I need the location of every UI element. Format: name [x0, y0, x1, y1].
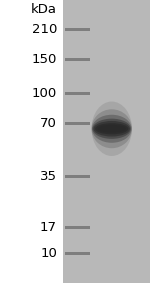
Bar	[63, 0, 150, 283]
Text: 150: 150	[32, 53, 57, 66]
Bar	[64, 28, 90, 31]
Text: 17: 17	[40, 221, 57, 234]
Bar	[64, 122, 90, 125]
Bar	[64, 92, 90, 95]
Bar	[64, 58, 90, 61]
Ellipse shape	[92, 109, 132, 148]
Ellipse shape	[101, 127, 123, 131]
Ellipse shape	[92, 115, 132, 143]
Text: 100: 100	[32, 87, 57, 100]
Text: kDa: kDa	[31, 3, 57, 16]
Ellipse shape	[95, 123, 128, 134]
Text: 210: 210	[32, 23, 57, 36]
Text: 10: 10	[40, 247, 57, 260]
Bar	[64, 252, 90, 255]
Ellipse shape	[98, 125, 126, 133]
Ellipse shape	[92, 102, 132, 156]
Text: 70: 70	[40, 117, 57, 130]
Bar	[64, 175, 90, 179]
Ellipse shape	[93, 119, 131, 139]
Text: 35: 35	[40, 170, 57, 183]
Ellipse shape	[94, 121, 130, 136]
Bar	[64, 226, 90, 229]
